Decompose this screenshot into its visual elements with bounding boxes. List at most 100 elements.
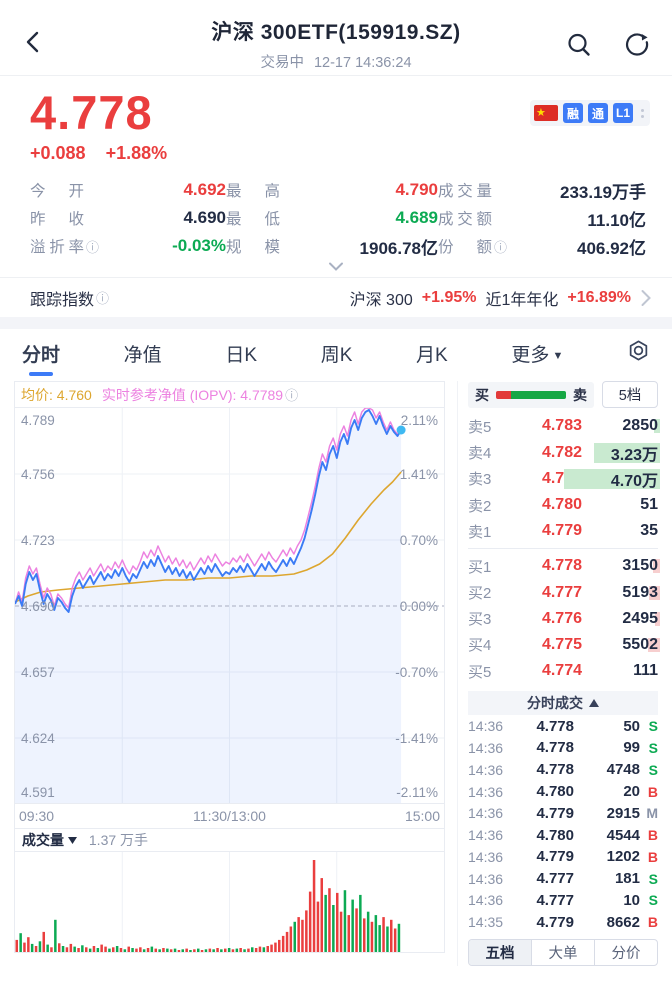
chart-settings-icon[interactable]: [627, 339, 650, 368]
tape-direction: M: [646, 805, 658, 822]
badge-通[interactable]: 通: [588, 103, 608, 123]
tracking-index-row[interactable]: 跟踪指数 ⓘ 沪深 300 +1.95% 近1年年化 +16.89%: [0, 277, 672, 317]
level-price: 4.778: [541, 557, 582, 575]
badge-group[interactable]: ★ 融通 L1: [530, 100, 650, 126]
chart-tabs: 分时 净值 日K 周K 月K 更多 ▼: [0, 329, 672, 377]
tab-净值[interactable]: 净值: [123, 344, 162, 366]
tape-volume: 181: [614, 870, 640, 888]
more-badges-icon[interactable]: [641, 108, 644, 118]
tape-header[interactable]: 分时成交: [468, 691, 658, 716]
stats-row: 今开 4.692 最高 4.790 成交量 233.19万手: [30, 176, 646, 204]
sort-asc-icon: [589, 699, 599, 708]
tape-time: 14:36: [468, 783, 504, 800]
strategy-kit-button[interactable]: 决策锦囊: [30, 980, 94, 984]
search-button[interactable]: [566, 32, 592, 58]
info-icon[interactable]: ⓘ: [96, 291, 110, 307]
stat-今开: 今开 4.692: [30, 180, 226, 201]
svg-text:1.41%: 1.41%: [400, 467, 438, 482]
book-row-卖2[interactable]: 卖2 4.780 51: [468, 492, 658, 518]
volume-chart[interactable]: [15, 852, 444, 953]
segment-大单[interactable]: 大单: [531, 940, 594, 966]
stat-value: 233.19万手: [560, 182, 646, 202]
level-volume: 2495: [622, 609, 660, 627]
shadow-account-button[interactable]: 影子账户: [126, 980, 214, 984]
tape-row: 14:35 4.779 8662 B: [468, 911, 658, 933]
tape-price: 4.780: [536, 783, 574, 800]
time-axis: 09:30 11:30/13:00 15:00: [15, 804, 444, 828]
stat-value: 1906.78亿: [359, 238, 438, 258]
tab-月K[interactable]: 月K: [416, 344, 448, 366]
depth-level-button[interactable]: 5档: [602, 381, 658, 409]
info-icon[interactable]: ⓘ: [86, 239, 100, 255]
book-row-卖4[interactable]: 卖4 4.782 3.23万: [468, 440, 660, 466]
depth-bar: [653, 559, 660, 574]
price-change: +0.088: [30, 143, 86, 164]
book-row-买3[interactable]: 买3 4.776 2495: [468, 606, 660, 632]
stat-份额: 份额 ⓘ 406.92亿: [438, 234, 646, 259]
stat-成交额: 成交额 11.10亿: [438, 206, 646, 231]
cn-flag-badge[interactable]: ★: [534, 105, 558, 121]
svg-text:4.756: 4.756: [21, 467, 55, 482]
info-icon[interactable]: ⓘ: [494, 239, 508, 255]
level-volume: 111: [633, 662, 658, 680]
tape-price: 4.778: [536, 717, 574, 735]
svg-text:-1.41%: -1.41%: [395, 731, 438, 746]
refresh-button[interactable]: [624, 32, 650, 58]
tape-time: 14:36: [468, 848, 504, 865]
book-row-卖1[interactable]: 卖1 4.779 35: [468, 518, 658, 544]
quote-datetime: 12-17 14:36:24: [313, 55, 412, 71]
tape-time: 14:36: [468, 892, 504, 909]
tape-volume: 4544: [606, 826, 640, 844]
expand-stats-button[interactable]: [0, 260, 672, 277]
svg-text:-2.11%: -2.11%: [396, 785, 438, 800]
badge-L1[interactable]: L1: [613, 103, 633, 123]
level-label: 卖3: [468, 471, 492, 489]
volume-indicator-toggle[interactable]: 成交量: [22, 830, 77, 850]
badge-融[interactable]: 融: [563, 103, 583, 123]
tape-row: 14:36 4.778 50 S: [468, 715, 658, 737]
order-book: 卖5 4.783 2850 卖4 4.782 3.23万 卖3 4.781 4.70万 卖2 4.7…: [468, 413, 660, 684]
stats-grid: 今开 4.692 最高 4.790 成交量 233.19万手昨收 4.690 最低 4.689 成…: [0, 164, 672, 260]
tape-direction: S: [648, 892, 658, 909]
volume-current-value: 1.37 万手: [88, 832, 149, 849]
level-price: 4.775: [541, 635, 582, 653]
tape-price: 4.780: [536, 826, 574, 844]
segment-五档[interactable]: 五档: [469, 940, 531, 966]
book-row-买5[interactable]: 买5 4.774 111: [468, 658, 658, 684]
svg-text:4.591: 4.591: [21, 785, 55, 800]
segment-分价[interactable]: 分价: [594, 940, 657, 966]
axis-close-time: 15:00: [404, 808, 440, 825]
svg-text:4.789: 4.789: [21, 413, 55, 428]
tape-time: 14:36: [468, 761, 504, 778]
market-status-bar: 交易中 12-17 14:36:24: [0, 51, 672, 72]
tab-更多[interactable]: 更多 ▼: [511, 344, 564, 366]
tape-row: 14:36 4.780 4544 B: [468, 824, 658, 846]
book-row-买2[interactable]: 买2 4.777 5193: [468, 579, 660, 605]
stat-value: 406.92亿: [577, 238, 646, 258]
svg-text:0.00%: 0.00%: [400, 599, 438, 614]
quote-card: 4.778 ★ 融通 L1 +0.088 +1.88% 今开 4.692 最高 4.790 成…: [0, 76, 672, 318]
current-price-dot: [396, 425, 406, 435]
tape-time: 14:36: [468, 805, 504, 822]
stats-row: 昨收 4.690 最低 4.689 成交额 11.10亿: [30, 204, 646, 232]
stat-溢折率: 溢折率 ⓘ -0.03%: [30, 236, 226, 257]
avg-price-label: 均价: 4.760: [21, 386, 92, 403]
footer-toolbar: 决策锦囊 | 影子账户: [0, 966, 672, 984]
buy-sell-bar: [496, 390, 566, 399]
iopv-label: 实时参考净值 (IOPV): 4.7789: [101, 386, 284, 403]
book-row-卖3[interactable]: 卖3 4.781 4.70万: [468, 466, 660, 492]
section-divider: [0, 317, 672, 330]
tape-row: 14:36 4.780 20 B: [468, 781, 658, 803]
book-row-买4[interactable]: 买4 4.775 5502: [468, 632, 660, 658]
intraday-chart[interactable]: 4.789 4.756 4.723 4.690 4.657 4.624 4.591 2.11%…: [15, 408, 444, 805]
stats-row: 溢折率 ⓘ -0.03% 规模 1906.78亿份额 ⓘ 406.92亿: [30, 232, 646, 260]
book-row-卖5[interactable]: 卖5 4.783 2850: [468, 413, 660, 439]
tab-日K[interactable]: 日K: [225, 344, 258, 366]
info-icon[interactable]: ⓘ: [285, 388, 299, 404]
back-button[interactable]: [22, 30, 48, 56]
tape-list: 14:36 4.778 50 S 14:36 4.778 99 S 14:36 4.778 4748…: [468, 715, 658, 933]
book-row-买1[interactable]: 买1 4.778 3150: [468, 553, 660, 579]
tab-周K[interactable]: 周K: [320, 344, 353, 366]
chevron-right-icon: [641, 289, 651, 306]
tab-分时[interactable]: 分时: [22, 340, 60, 367]
